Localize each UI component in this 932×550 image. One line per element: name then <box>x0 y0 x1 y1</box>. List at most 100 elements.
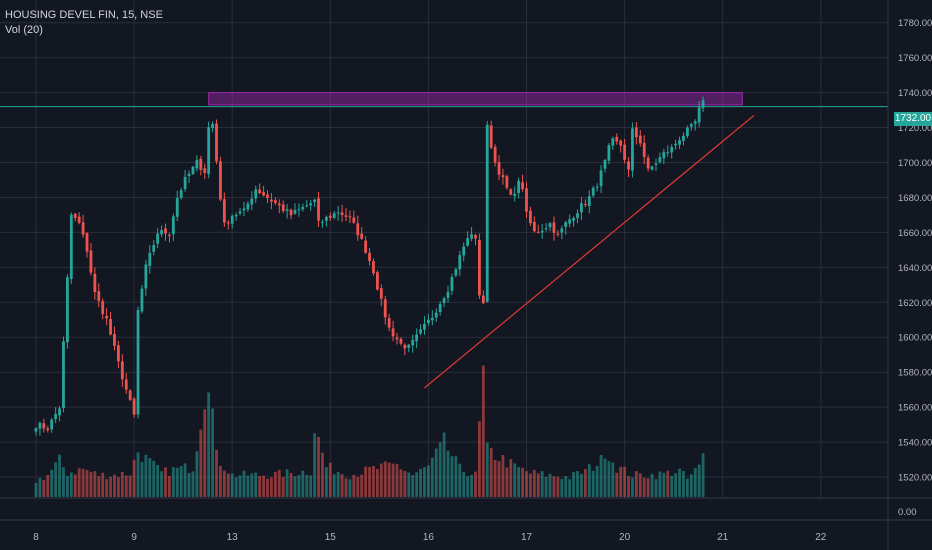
candle-body <box>438 304 442 313</box>
volume-bar <box>128 475 132 497</box>
candle-body <box>603 159 607 169</box>
volume-bar <box>646 478 650 497</box>
candle-body <box>46 428 50 431</box>
candle-body <box>42 423 46 429</box>
candle-body <box>156 233 160 244</box>
volume-bar <box>258 475 262 497</box>
volume-indicator-label[interactable]: Vol (20) <box>5 24 43 36</box>
candle-body <box>38 422 42 429</box>
current-price-label: 1732.00 <box>894 112 932 126</box>
volume-bar <box>580 474 583 497</box>
volume-bar <box>352 474 356 497</box>
volume-bar <box>101 472 105 497</box>
volume-bar <box>619 466 623 497</box>
volume-bar <box>117 477 120 497</box>
candle-body <box>403 344 407 349</box>
candle-body <box>670 146 674 153</box>
candle-body <box>62 341 65 409</box>
candle-body <box>262 192 265 196</box>
candle-body <box>273 200 277 204</box>
volume-bar <box>344 478 348 497</box>
volume-bar <box>525 471 528 497</box>
y-tick-label: 1600.00 <box>898 333 932 344</box>
volume-bar <box>411 475 415 497</box>
candle-body <box>387 318 391 328</box>
volume-bar <box>160 471 163 497</box>
volume-bar <box>689 474 693 497</box>
candle-body <box>411 339 415 346</box>
volume-bar <box>187 472 191 497</box>
candle-body <box>301 206 305 210</box>
y-tick-label: 1540.00 <box>898 438 932 449</box>
candle-body <box>317 198 320 221</box>
volume-bar <box>427 465 430 497</box>
volume-bar <box>203 409 207 497</box>
volume-bar <box>560 478 564 497</box>
candle-body <box>627 161 630 170</box>
volume-bar <box>415 472 419 497</box>
volume-bar <box>627 476 630 497</box>
candle-body <box>175 197 179 217</box>
candle-body <box>171 216 175 235</box>
candle-body <box>58 408 61 416</box>
candle-body <box>532 221 536 232</box>
candle-body <box>446 291 450 298</box>
candle-body <box>513 193 517 196</box>
candle-body <box>324 216 328 221</box>
volume-bar <box>219 465 222 497</box>
candle-body <box>105 315 109 319</box>
y-tick-label: 1780.00 <box>898 18 932 29</box>
candle-body <box>101 301 105 315</box>
volume-bar <box>140 462 144 497</box>
volume-bar <box>685 478 689 497</box>
resistance-zone <box>208 92 743 106</box>
volume-bar <box>38 477 42 497</box>
candle-body <box>203 168 207 173</box>
candle-body <box>619 140 623 146</box>
y-tick-label: 1620.00 <box>898 298 932 309</box>
volume-bar <box>348 479 352 497</box>
candle-body <box>364 240 368 253</box>
volume-bar <box>489 447 493 497</box>
volume-bar <box>93 471 97 497</box>
volume-bar <box>301 470 305 497</box>
candle-body <box>493 147 497 163</box>
volume-bar <box>332 474 336 497</box>
candle-body <box>65 277 69 343</box>
volume-bar <box>552 476 556 497</box>
candle-body <box>242 208 246 211</box>
volume-bar <box>623 466 626 497</box>
volume-bar <box>395 464 399 497</box>
volume-bar <box>375 469 379 497</box>
candle-body <box>568 219 572 224</box>
candle-body <box>419 329 422 334</box>
volume-bar <box>277 469 281 497</box>
volume-bar <box>403 471 407 497</box>
candle-body <box>591 187 595 196</box>
volume-bar <box>199 429 203 497</box>
candle-body <box>450 277 454 291</box>
candle-body <box>529 210 532 224</box>
candle-body <box>583 204 587 206</box>
resistance-zone-rect <box>208 92 743 106</box>
x-tick-label: 9 <box>131 532 137 543</box>
volume-bar <box>697 464 701 497</box>
volume-bar <box>81 468 85 497</box>
candle-body <box>623 144 626 160</box>
candle-body <box>642 142 646 158</box>
volume-bar <box>481 365 485 497</box>
volume-bar <box>474 471 477 497</box>
volume-bar <box>509 459 513 497</box>
volume-bar <box>195 451 199 497</box>
candle-body <box>285 209 289 211</box>
volume-bar <box>132 459 136 497</box>
candle-body <box>678 140 681 145</box>
volume-bar <box>34 482 38 497</box>
volume-bar <box>179 465 183 497</box>
candle-body <box>580 203 583 213</box>
candle-body <box>654 163 658 165</box>
candle-body <box>85 233 89 252</box>
candle-body <box>309 203 313 206</box>
volume-bar <box>564 475 568 497</box>
